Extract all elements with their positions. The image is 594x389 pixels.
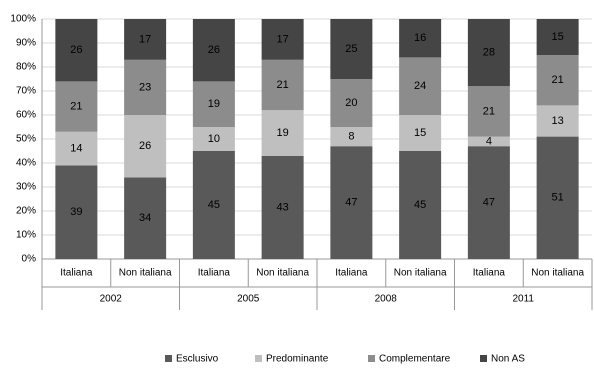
bar-segment <box>55 131 98 166</box>
value-label: 23 <box>139 81 151 93</box>
bar-segment <box>192 151 235 259</box>
value-label: 45 <box>414 199 426 211</box>
value-label: 15 <box>414 127 426 139</box>
value-label: 26 <box>70 44 82 56</box>
bar-segment <box>261 110 304 156</box>
x-tick-label: Italiana <box>473 268 506 279</box>
x-tick-label: Non italiana <box>394 268 447 279</box>
bar-segment <box>399 19 442 58</box>
value-label: 26 <box>139 140 151 152</box>
bar-segment <box>192 127 235 151</box>
y-tick-label: 0% <box>22 254 37 265</box>
x-tick-label: Non italiana <box>256 268 309 279</box>
value-label: 21 <box>483 105 495 117</box>
bar-segment <box>399 115 442 151</box>
legend-label: Predominante <box>266 354 329 365</box>
y-tick-label: 10% <box>16 230 36 241</box>
value-label: 34 <box>139 212 151 224</box>
legend-swatch <box>255 355 262 362</box>
x-tick-label: Italiana <box>335 268 368 279</box>
bar-segment <box>536 55 579 106</box>
legend-label: Non AS <box>491 354 525 365</box>
legend-label: Complementare <box>379 354 451 365</box>
bar-segment <box>536 19 579 55</box>
value-label: 39 <box>70 206 82 218</box>
y-tick-label: 30% <box>16 182 36 193</box>
y-tick-label: 50% <box>16 134 36 145</box>
bar-segment <box>55 81 98 132</box>
y-tick-label: 80% <box>16 62 36 73</box>
bar-segment <box>124 177 167 259</box>
y-tick-label: 70% <box>16 86 36 97</box>
value-label: 15 <box>552 31 564 43</box>
value-label: 47 <box>345 197 357 209</box>
bar-segment <box>467 136 510 147</box>
value-label: 19 <box>277 127 289 139</box>
group-label: 2005 <box>237 294 260 305</box>
value-label: 21 <box>277 79 289 91</box>
bar-segment <box>330 146 373 259</box>
legend-swatch <box>480 355 487 362</box>
bar-segment <box>330 127 373 147</box>
value-label: 21 <box>70 101 82 113</box>
bar-segment <box>192 81 235 127</box>
value-label: 14 <box>70 143 82 155</box>
value-label: 51 <box>552 192 564 204</box>
bar-segment <box>399 151 442 259</box>
value-label: 24 <box>414 80 426 92</box>
value-label: 17 <box>277 33 289 45</box>
value-label: 10 <box>208 133 220 145</box>
value-label: 8 <box>348 131 354 143</box>
bar-segment <box>124 19 167 60</box>
y-tick-label: 60% <box>16 110 36 121</box>
y-tick-label: 20% <box>16 206 36 217</box>
bar-segment <box>124 59 167 115</box>
y-tick-label: 90% <box>16 38 36 49</box>
value-label: 47 <box>483 197 495 209</box>
bar-segment <box>536 105 579 137</box>
group-label: 2008 <box>375 294 398 305</box>
value-label: 43 <box>277 201 289 213</box>
value-label: 16 <box>414 32 426 44</box>
x-tick-label: Non italiana <box>119 268 172 279</box>
legend-swatch <box>165 355 172 362</box>
bar-segment <box>399 57 442 115</box>
bar-segment <box>261 59 304 111</box>
value-label: 26 <box>208 44 220 56</box>
bar-segment <box>467 86 510 137</box>
y-tick-label: 100% <box>10 14 36 25</box>
value-label: 45 <box>208 199 220 211</box>
value-label: 17 <box>139 33 151 45</box>
y-tick-label: 40% <box>16 158 36 169</box>
value-label: 13 <box>552 115 564 127</box>
value-label: 20 <box>345 97 357 109</box>
value-label: 25 <box>345 43 357 55</box>
legend-label: Esclusivo <box>176 354 219 365</box>
bar-segment <box>536 136 579 259</box>
bar-segment <box>55 165 98 259</box>
legend-swatch <box>368 355 375 362</box>
bar-segment <box>261 19 304 60</box>
value-label: 28 <box>483 47 495 59</box>
x-tick-label: Italiana <box>198 268 231 279</box>
bar-segment <box>261 155 304 259</box>
bar-segment <box>330 19 373 79</box>
group-label: 2002 <box>100 294 123 305</box>
bar-segment <box>124 115 167 178</box>
bar-segment <box>467 19 510 87</box>
bar-segment <box>330 79 373 127</box>
bar-segment <box>55 19 98 82</box>
value-label: 19 <box>208 98 220 110</box>
bar-segment <box>467 146 510 259</box>
group-label: 2011 <box>512 294 534 305</box>
value-label: 21 <box>552 74 564 86</box>
bar-segment <box>192 19 235 82</box>
value-label: 4 <box>486 135 492 147</box>
x-tick-label: Italiana <box>60 268 93 279</box>
x-tick-label: Non italiana <box>531 268 584 279</box>
